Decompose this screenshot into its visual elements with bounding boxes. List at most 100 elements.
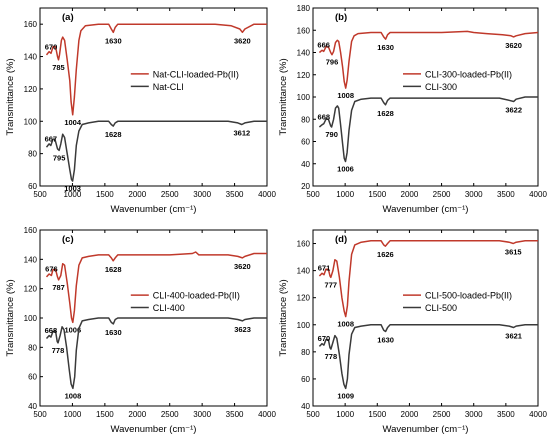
peak-label: 1004 (64, 118, 82, 127)
y-axis-title: Transmittance (%) (5, 58, 16, 135)
x-tick-label: 3000 (193, 190, 211, 199)
x-tick-label: 500 (33, 410, 47, 419)
x-tick-label: 3500 (226, 190, 244, 199)
series-line-0 (45, 251, 267, 324)
y-tick-label: 100 (24, 314, 38, 323)
peak-label: 796 (326, 58, 339, 67)
series-line-0 (45, 23, 267, 116)
series-line-0 (318, 240, 538, 318)
y-tick-label: 160 (297, 240, 311, 249)
peak-label: 3622 (505, 105, 522, 114)
chart-panel-d: 500 1000 1500 2000 2500 3000 3500 4000 40 60 80 100… (278, 229, 547, 435)
legend-label: CLI-500 (425, 303, 457, 313)
y-tick-label: 40 (301, 402, 310, 411)
series-line-0 (318, 30, 539, 89)
peak-label: 3621 (505, 331, 522, 340)
peak-label: 1628 (105, 130, 122, 139)
x-tick-label: 3500 (497, 190, 515, 199)
x-tick-label: 2000 (401, 190, 419, 199)
y-tick-label: 140 (297, 267, 311, 276)
x-tick-label: 2000 (128, 190, 146, 199)
x-tick-label: 500 (306, 410, 320, 419)
y-tick-label: 80 (28, 150, 37, 159)
peak-label: 1006 (337, 165, 354, 174)
x-tick-label: 1000 (336, 410, 354, 419)
peak-label: 676 (45, 264, 58, 273)
y-axis-title: Transmittance (%) (278, 279, 289, 356)
x-tick-label: 3500 (226, 410, 244, 419)
x-axis-title: Wavenumber (cm⁻¹) (111, 204, 197, 215)
peak-label: 785 (52, 63, 65, 72)
x-tick-label: 2500 (161, 190, 179, 199)
peak-label: 3612 (233, 129, 250, 138)
peak-label: 671 (318, 264, 331, 273)
legend-label: CLI-400-loaded-Pb(II) (153, 291, 240, 301)
y-tick-label: 80 (28, 343, 37, 352)
x-tick-label: 3500 (497, 410, 515, 419)
y-tick-label: 160 (24, 20, 38, 29)
peak-label: 3615 (505, 248, 522, 257)
peak-label: 777 (325, 280, 338, 289)
peak-label: 3620 (234, 262, 251, 271)
plot-frame (312, 229, 539, 407)
x-axis-title: Wavenumber (cm⁻¹) (111, 424, 197, 435)
y-axis-title: Transmittance (%) (278, 58, 289, 135)
x-tick-label: 2500 (161, 410, 179, 419)
panel-label: (c) (62, 234, 74, 245)
panel-label: (a) (62, 12, 74, 23)
x-tick-label: 1500 (96, 190, 114, 199)
y-tick-label: 40 (301, 160, 310, 169)
peak-label: 1008 (337, 91, 354, 100)
series-line-1 (318, 324, 538, 390)
peak-label: 1630 (105, 36, 122, 45)
peak-label: 1626 (377, 250, 394, 259)
y-tick-label: 120 (297, 294, 311, 303)
y-tick-label: 40 (28, 402, 37, 411)
x-tick-label: 4000 (258, 410, 276, 419)
x-tick-label: 3000 (465, 190, 483, 199)
peak-label: 3620 (234, 36, 251, 45)
peak-label: 1628 (105, 265, 122, 274)
y-tick-label: 80 (301, 348, 310, 357)
y-tick-label: 60 (301, 138, 310, 147)
peak-label: 667 (45, 135, 58, 144)
y-tick-label: 100 (24, 117, 38, 126)
x-tick-label: 4000 (258, 190, 276, 199)
y-tick-label: 60 (28, 182, 37, 191)
series-line-1 (318, 96, 538, 163)
peak-label: 3623 (234, 325, 251, 334)
y-tick-label: 160 (297, 26, 311, 35)
x-tick-label: 1000 (64, 410, 82, 419)
x-tick-label: 500 (306, 190, 320, 199)
x-tick-label: 1500 (368, 190, 386, 199)
y-tick-label: 140 (24, 53, 38, 62)
peak-label: 778 (325, 352, 338, 361)
peak-label: 668 (45, 326, 58, 335)
legend-label: CLI-300-loaded-Pb(II) (425, 69, 512, 79)
peak-label: 787 (52, 283, 65, 292)
legend-label: CLI-400 (153, 303, 185, 313)
peak-label: 1628 (377, 109, 394, 118)
x-tick-label: 500 (33, 190, 47, 199)
peak-label: 668 (318, 113, 331, 122)
x-tick-label: 2000 (401, 410, 419, 419)
peak-label: 3620 (505, 41, 522, 50)
peak-label: 666 (317, 40, 330, 49)
peak-label: 1630 (377, 336, 394, 345)
x-tick-label: 2000 (128, 410, 146, 419)
peak-label: 790 (325, 130, 338, 139)
series-line-1 (45, 120, 267, 182)
chart-panel-a: 500 1000 1500 2000 2500 3000 3500 4000 60 80 100 12… (5, 7, 276, 215)
chart-panel-c: 500 1000 1500 2000 2500 3000 3500 4000 40 60 80 100… (5, 226, 276, 435)
y-axis-title: Transmittance (%) (5, 279, 16, 356)
y-tick-label: 100 (297, 93, 311, 102)
y-tick-label: 120 (24, 85, 38, 94)
y-tick-label: 80 (301, 115, 310, 124)
legend-label: CLI-300 (425, 82, 457, 92)
plot-frame (39, 7, 268, 187)
y-tick-label: 140 (24, 255, 38, 264)
x-tick-label: 1500 (368, 410, 386, 419)
peak-label: 1630 (105, 328, 122, 337)
y-tick-label: 140 (297, 49, 311, 58)
